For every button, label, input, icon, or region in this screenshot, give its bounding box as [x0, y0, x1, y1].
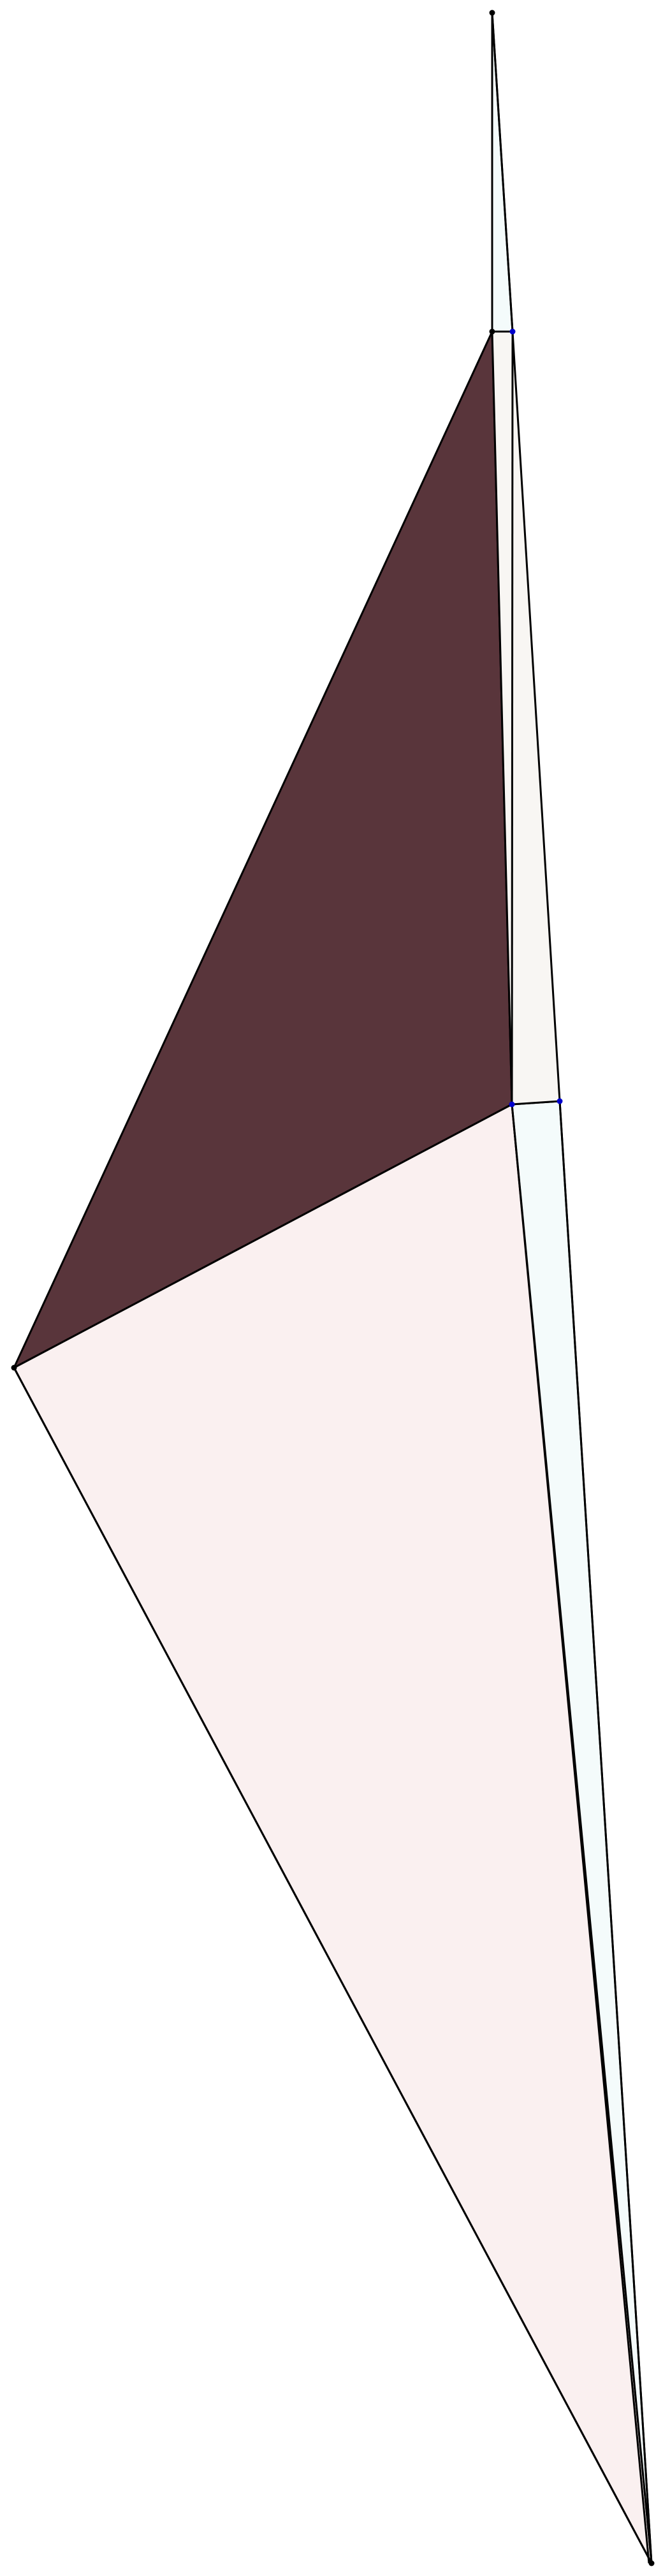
vertex-far-left [11, 1365, 17, 1371]
vertices [11, 10, 655, 2566]
edge-left-lower [13, 1367, 653, 2564]
faces [13, 11, 653, 2565]
edge-lower-right-inner [511, 1104, 650, 2564]
vertex-upper-left [489, 328, 495, 335]
edges [13, 12, 653, 2564]
edge-inner-vertical [511, 331, 514, 1105]
vertex-top [489, 10, 495, 16]
vertex-upper-right [509, 328, 516, 335]
vertex-bottom [648, 2560, 655, 2566]
edge-lower-right-outer [558, 1101, 653, 2564]
vertex-middle-left [509, 1101, 515, 1108]
vertex-middle-right [557, 1098, 563, 1104]
edge-top-right [491, 12, 514, 332]
